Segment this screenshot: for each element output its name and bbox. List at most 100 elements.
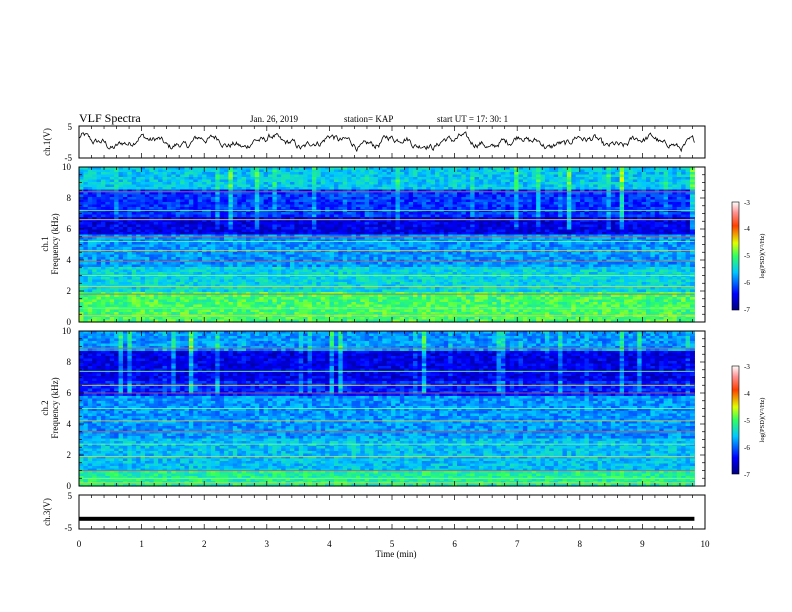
spectrogram-cell (522, 199, 528, 203)
spectrogram-cell (522, 172, 528, 176)
spectrogram-cell (263, 174, 269, 178)
spectrogram-cell (333, 172, 339, 176)
spectrogram-cell (492, 192, 498, 196)
spectrogram-cell (478, 199, 484, 203)
spectrogram-cell (606, 187, 612, 191)
spectrogram-cell (303, 184, 309, 188)
spectrogram-cell (105, 192, 111, 196)
spectrogram-cell (558, 179, 564, 183)
spectrogram-cell (166, 197, 172, 201)
spectrogram-cell (311, 182, 317, 186)
spectrogram-cell (566, 199, 572, 203)
spectrogram-cell (184, 177, 190, 181)
spectrogram-cell (347, 182, 353, 186)
spectrogram-cell (588, 199, 594, 203)
spectrogram-cell (333, 197, 339, 201)
spectrogram-cell (347, 174, 353, 178)
spectrogram-cell (637, 182, 643, 186)
spectrogram-cell (180, 197, 186, 201)
spectrogram-cell (355, 172, 361, 176)
spectrogram-cell (202, 189, 208, 193)
spectrogram-cell (391, 182, 397, 186)
spectrogram-cell (615, 187, 621, 191)
spectrogram-cell (237, 174, 243, 178)
spectrogram-cell (646, 172, 652, 176)
spectrogram-cell (246, 174, 252, 178)
spectrogram-cell (610, 172, 616, 176)
spectrogram-cell (637, 174, 643, 178)
spectrogram-cell (685, 177, 691, 181)
spectrogram-cell (426, 187, 432, 191)
spectrogram-cell (259, 182, 265, 186)
spectrogram-cell (558, 194, 564, 198)
spectrogram-cell (435, 189, 441, 193)
spectrogram-cell (342, 177, 348, 181)
spectrogram-cell (672, 177, 678, 181)
spectrogram-cell (254, 184, 260, 188)
spectrogram-cell (241, 192, 247, 196)
spectrogram-cell (131, 199, 137, 203)
spectrogram-cell (342, 199, 348, 203)
spectrogram-cell (457, 192, 463, 196)
spectrogram-cell (250, 184, 256, 188)
spectrogram-cell (518, 167, 524, 171)
spectrogram-cell (487, 187, 493, 191)
spectrogram-cell (391, 194, 397, 198)
spectrogram-cell (281, 194, 287, 198)
spectrogram-cell (439, 172, 445, 176)
spectrogram-cell (615, 177, 621, 181)
spectrogram-cell (435, 179, 441, 183)
spectrogram-cell (391, 177, 397, 181)
spectrogram-cell (276, 192, 282, 196)
spectrogram-cell (514, 187, 520, 191)
spectrogram-cell (303, 174, 309, 178)
spectrogram-cell (421, 179, 427, 183)
spectrogram-cell (355, 189, 361, 193)
spectrogram-cell (153, 169, 159, 173)
spectrogram-cell (171, 177, 177, 181)
spectrogram-cell (659, 169, 665, 173)
spectrogram-cell (87, 197, 93, 201)
spectrogram-cell (637, 179, 643, 183)
spectrogram-cell (470, 167, 476, 171)
spectrogram-cell (232, 194, 238, 198)
spectrogram-cell (325, 192, 331, 196)
spectrogram-cell (404, 169, 410, 173)
spectrogram-cell (496, 169, 502, 173)
spectrogram-cell (672, 187, 678, 191)
spectrogram-cell (320, 174, 326, 178)
spectrogram-cell (518, 199, 524, 203)
spectrogram-cell (593, 194, 599, 198)
spectrogram-cell (127, 184, 133, 188)
spectrogram-cell (505, 179, 511, 183)
spectrogram-cell (654, 179, 660, 183)
spectrogram-cell (263, 184, 269, 188)
spectrogram-cell (122, 172, 128, 176)
spectrogram-cell (105, 197, 111, 201)
spectrogram-cell (140, 192, 146, 196)
spectrogram-cell (663, 184, 669, 188)
spectrogram-cell (650, 167, 656, 171)
spectrogram-cell (246, 177, 252, 181)
spectrogram-cell (681, 182, 687, 186)
spectrogram-cell (114, 197, 120, 201)
spectrogram-cell (92, 192, 98, 196)
spectrogram-cell (646, 182, 652, 186)
spectrogram-cell (338, 172, 344, 176)
spectrogram-cell (672, 179, 678, 183)
spectrogram-cell (166, 174, 172, 178)
spectrogram-cell (395, 169, 401, 173)
spectrogram-cell (426, 199, 432, 203)
spectrogram-cell (364, 194, 370, 198)
spectrogram-cell (224, 199, 230, 203)
spectrogram-cell (162, 184, 168, 188)
spectrogram-cell (377, 192, 383, 196)
spectrogram-cell (650, 187, 656, 191)
spectrogram-cell (215, 179, 221, 183)
spectrogram-cell (347, 197, 353, 201)
spectrogram-cell (87, 167, 93, 171)
spectrogram-cell (619, 184, 625, 188)
spectrogram-cell (298, 187, 304, 191)
spectrogram-cell (311, 189, 317, 193)
spectrogram-cell (597, 187, 603, 191)
